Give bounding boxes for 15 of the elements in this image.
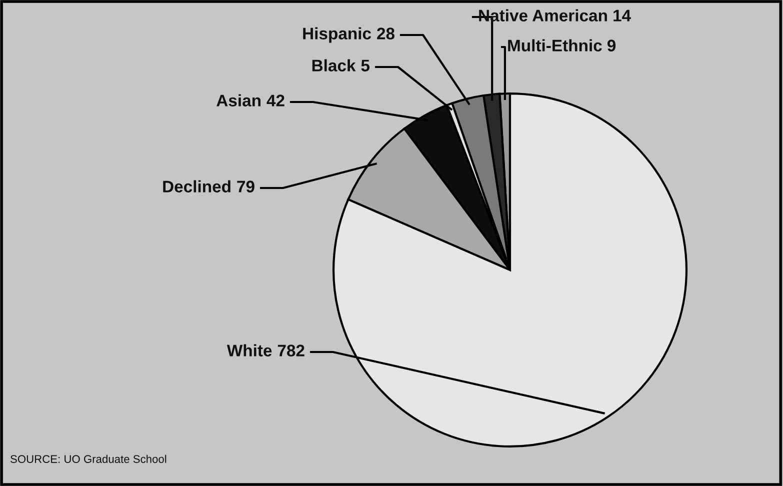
data-label: 79 [237,180,254,192]
slice-label: Multi-Ethnic [508,39,602,52]
data-label: 28 [377,28,394,40]
source-note: SOURCE: UO Graduate School [10,454,166,463]
data-label: 5 [361,60,370,72]
data-label: 42 [266,94,284,106]
slice-label: Hispanic [303,27,372,43]
data-label: 782 [278,344,304,356]
data-label: 14 [614,10,631,22]
slice-label: White [226,344,272,356]
slice-label: Asian [216,94,260,106]
slice-label: Black [312,59,356,72]
slice-label: Declined [163,180,230,192]
data-label: 9 [607,40,616,52]
slice-label: Native American [479,9,607,22]
